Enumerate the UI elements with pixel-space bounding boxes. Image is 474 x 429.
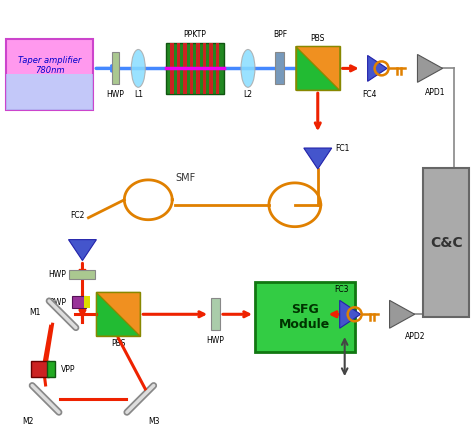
Text: M2: M2: [22, 417, 33, 426]
Bar: [190, 42, 193, 94]
Polygon shape: [96, 293, 140, 336]
Text: PPKTP: PPKTP: [184, 30, 207, 39]
Bar: [177, 42, 180, 94]
Bar: [170, 42, 173, 94]
Text: FC4: FC4: [362, 90, 377, 99]
Polygon shape: [340, 300, 361, 328]
Text: L1: L1: [134, 90, 143, 99]
Text: VPP: VPP: [61, 365, 75, 374]
Text: PBS: PBS: [111, 339, 126, 348]
Bar: [112, 52, 119, 85]
Bar: [216, 42, 219, 94]
Text: PBS: PBS: [310, 33, 325, 42]
Polygon shape: [368, 55, 387, 82]
Bar: [84, 296, 91, 308]
Bar: [183, 42, 187, 94]
Text: APD2: APD2: [405, 332, 426, 341]
Bar: [73, 296, 86, 308]
Text: HWP: HWP: [206, 336, 224, 345]
Polygon shape: [96, 293, 140, 336]
Bar: [6, 74, 93, 110]
Text: APD1: APD1: [425, 88, 446, 97]
Text: M1: M1: [29, 308, 41, 317]
Text: BPF: BPF: [273, 30, 287, 39]
Text: HWP: HWP: [49, 270, 66, 279]
Bar: [296, 46, 340, 90]
Polygon shape: [69, 240, 96, 260]
Text: QWP: QWP: [48, 298, 66, 307]
Bar: [196, 42, 200, 94]
Text: Taper amplifier
780nm: Taper amplifier 780nm: [18, 56, 81, 76]
Text: L2: L2: [244, 90, 253, 99]
Polygon shape: [296, 46, 340, 90]
Bar: [275, 52, 284, 85]
Ellipse shape: [131, 49, 145, 88]
Text: FC1: FC1: [336, 144, 350, 153]
Bar: [96, 293, 140, 336]
Bar: [202, 42, 206, 94]
Text: FC2: FC2: [70, 211, 85, 220]
Bar: [209, 42, 212, 94]
Text: M3: M3: [148, 417, 160, 426]
Bar: [6, 39, 93, 110]
Polygon shape: [418, 54, 443, 82]
Text: C&C: C&C: [430, 236, 463, 250]
Bar: [210, 298, 219, 330]
Text: SMF: SMF: [175, 173, 195, 183]
Bar: [46, 361, 55, 377]
Bar: [166, 42, 224, 94]
Bar: [423, 168, 469, 317]
Text: FC3: FC3: [335, 285, 349, 294]
Polygon shape: [390, 300, 415, 328]
Text: HWP: HWP: [107, 90, 124, 99]
Bar: [31, 361, 48, 377]
Bar: [70, 270, 95, 279]
Ellipse shape: [241, 49, 255, 88]
Polygon shape: [296, 46, 340, 90]
Polygon shape: [304, 148, 332, 169]
Text: SFG
Module: SFG Module: [279, 303, 330, 331]
Bar: [255, 282, 355, 352]
